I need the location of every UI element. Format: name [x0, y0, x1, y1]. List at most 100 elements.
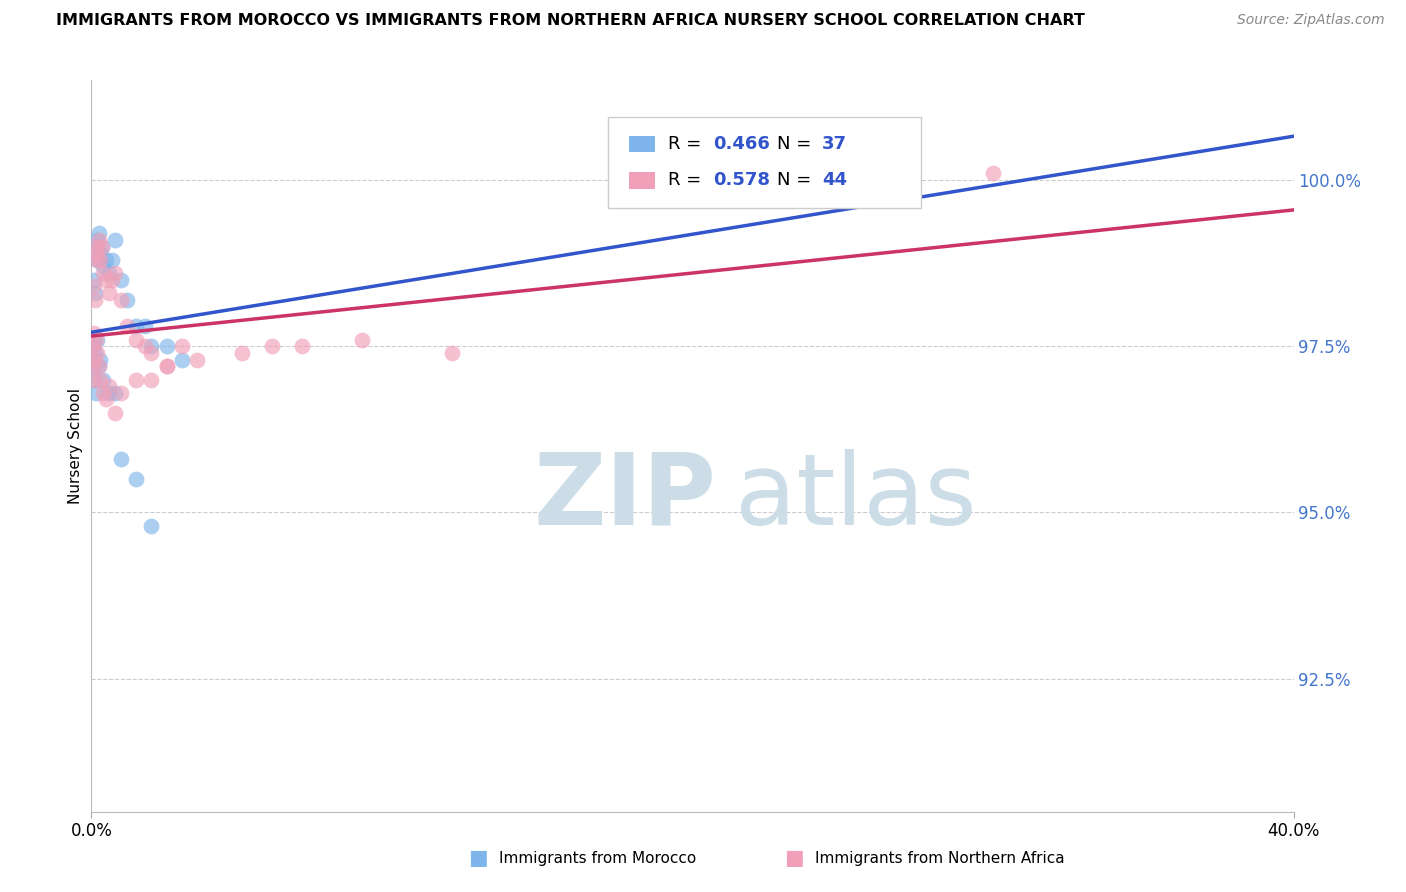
Point [350, 333, 373, 347]
Text: ■: ■ [468, 848, 488, 868]
Point [89, 352, 111, 367]
Point [155, 339, 177, 353]
Point [86, 333, 108, 347]
Point [84, 286, 107, 301]
Point [125, 319, 148, 334]
Point [155, 359, 177, 374]
FancyBboxPatch shape [628, 172, 655, 188]
Text: 44: 44 [823, 171, 848, 189]
Point [87, 359, 110, 374]
Point [83, 273, 105, 287]
Text: IMMIGRANTS FROM MOROCCO VS IMMIGRANTS FROM NORTHERN AFRICA NURSERY SCHOOL CORREL: IMMIGRANTS FROM MOROCCO VS IMMIGRANTS FR… [56, 13, 1085, 29]
Point [83, 352, 105, 367]
Point [93, 385, 115, 400]
Point [84, 385, 107, 400]
Text: N =: N = [776, 171, 817, 189]
Point [83, 372, 105, 386]
Point [98, 379, 121, 393]
Point [86, 239, 108, 253]
Point [84, 246, 107, 260]
FancyBboxPatch shape [628, 136, 655, 152]
Point [98, 286, 121, 301]
Text: R =: R = [668, 135, 707, 153]
Point [104, 385, 127, 400]
Point [84, 333, 107, 347]
FancyBboxPatch shape [609, 117, 921, 209]
Point [141, 339, 163, 353]
Point [82, 339, 104, 353]
Point [86, 233, 108, 247]
Point [110, 385, 132, 400]
Point [93, 372, 115, 386]
Point [96, 252, 118, 267]
Point [89, 246, 111, 260]
Point [96, 273, 118, 287]
Point [86, 252, 108, 267]
Point [98, 385, 121, 400]
Point [170, 339, 193, 353]
Point [87, 359, 110, 374]
Point [981, 166, 1004, 180]
Point [831, 173, 853, 187]
Point [83, 326, 105, 340]
Point [125, 333, 148, 347]
Point [117, 319, 139, 334]
Point [93, 266, 115, 280]
Point [441, 346, 464, 360]
Text: 37: 37 [823, 135, 848, 153]
Point [83, 372, 105, 386]
Point [117, 293, 139, 307]
Point [87, 233, 110, 247]
Point [93, 260, 115, 274]
Point [90, 239, 112, 253]
Point [291, 339, 314, 353]
Point [110, 273, 132, 287]
Text: 0.578: 0.578 [713, 171, 770, 189]
Point [260, 339, 283, 353]
Point [83, 279, 105, 293]
Point [125, 372, 148, 386]
Point [96, 392, 118, 407]
Point [141, 372, 163, 386]
Point [86, 346, 108, 360]
Point [87, 226, 110, 240]
Text: Immigrants from Northern Africa: Immigrants from Northern Africa [815, 851, 1066, 865]
Point [141, 346, 163, 360]
Point [186, 352, 208, 367]
Point [101, 252, 124, 267]
Point [231, 346, 253, 360]
Text: atlas: atlas [734, 449, 976, 546]
Point [141, 518, 163, 533]
Point [83, 359, 105, 374]
Text: Immigrants from Morocco: Immigrants from Morocco [499, 851, 696, 865]
Point [170, 352, 193, 367]
Point [90, 239, 112, 253]
Y-axis label: Nursery School: Nursery School [67, 388, 83, 504]
Point [155, 359, 177, 374]
Point [84, 346, 107, 360]
Point [82, 352, 104, 367]
Point [101, 273, 124, 287]
Point [83, 333, 105, 347]
Point [98, 266, 121, 280]
Point [134, 319, 156, 334]
Point [104, 406, 127, 420]
Point [104, 233, 127, 247]
Point [84, 293, 107, 307]
Text: ZIP: ZIP [534, 449, 717, 546]
Text: 0.466: 0.466 [713, 135, 769, 153]
Point [89, 372, 111, 386]
Point [110, 452, 132, 467]
Text: ■: ■ [785, 848, 804, 868]
Point [125, 472, 148, 486]
Point [110, 293, 132, 307]
Text: Source: ZipAtlas.com: Source: ZipAtlas.com [1237, 13, 1385, 28]
Text: R =: R = [668, 171, 707, 189]
Point [82, 359, 104, 374]
Point [84, 239, 107, 253]
Point [89, 252, 111, 267]
Point [104, 266, 127, 280]
Text: N =: N = [776, 135, 817, 153]
Point [134, 339, 156, 353]
Point [86, 252, 108, 267]
